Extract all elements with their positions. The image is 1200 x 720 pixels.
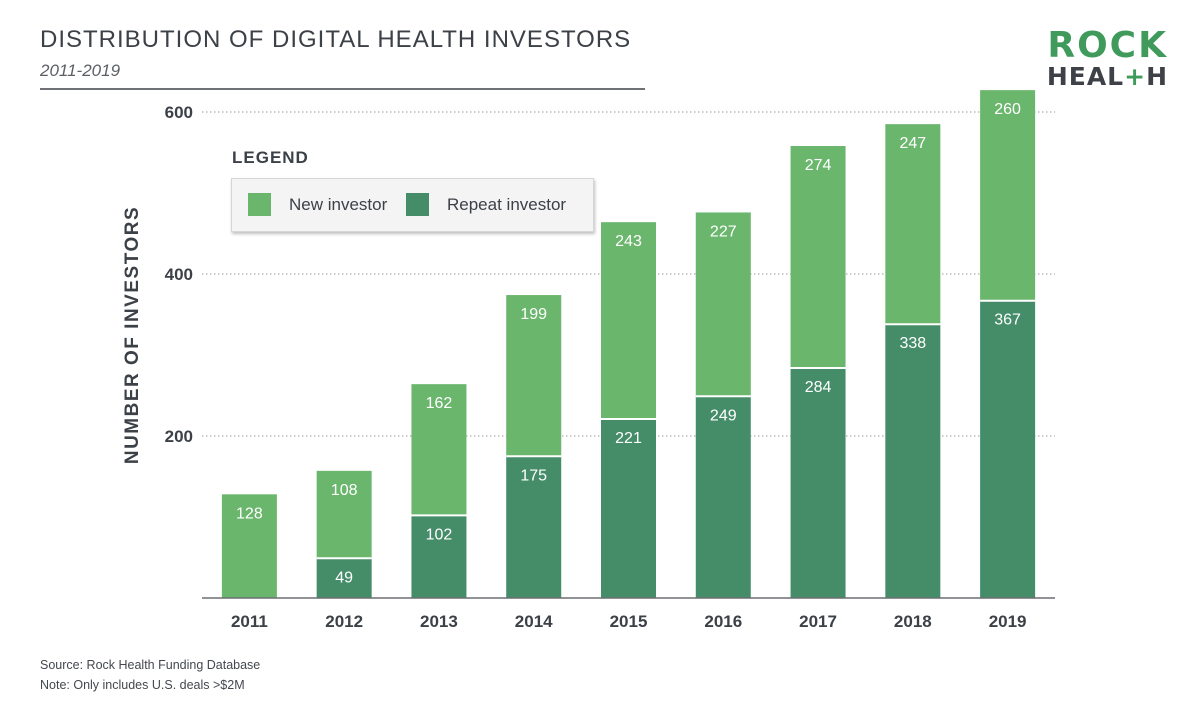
data-label-new-2013: 162	[426, 395, 453, 412]
bar-new-2013	[411, 384, 467, 516]
x-tick-label-2013: 2013	[420, 612, 458, 631]
bar-new-2016	[695, 212, 751, 397]
data-label-repeat-2012: 49	[335, 569, 353, 586]
logo-line-2: HEAL+H	[1047, 64, 1168, 89]
x-tick-label-2016: 2016	[704, 612, 742, 631]
bar-new-2017	[790, 146, 846, 368]
logo-line-2-end: H	[1146, 62, 1168, 91]
brand-logo: ROCK HEAL+H	[1047, 25, 1168, 90]
logo-plus-glyph: +	[1124, 62, 1147, 91]
data-label-new-2012: 108	[331, 482, 358, 499]
bar-new-2014	[506, 295, 562, 457]
legend: New investor Repeat investor	[231, 178, 594, 232]
legend-label-repeat-investor: Repeat investor	[447, 194, 567, 214]
logo-line-1: ROCK	[1047, 25, 1168, 66]
bar-new-2012	[316, 470, 372, 559]
data-label-repeat-2019: 367	[994, 312, 1021, 329]
x-tick-label-2018: 2018	[894, 612, 932, 631]
x-tick-label-2012: 2012	[325, 612, 363, 631]
bar-repeat-2015	[601, 418, 656, 598]
bar-new-2011	[221, 494, 277, 598]
data-label-repeat-2014: 175	[520, 467, 547, 484]
legend-item-new-investor: New investor	[248, 193, 387, 216]
bar-new-2018	[885, 124, 941, 325]
data-label-repeat-2016: 249	[710, 407, 737, 424]
data-label-new-2017: 274	[805, 157, 832, 174]
bar-new-2019	[980, 90, 1036, 301]
logo-line-2-start: HEAL	[1046, 62, 1125, 91]
legend-item-repeat-investor: Repeat investor	[406, 193, 566, 216]
data-label-new-2014: 199	[520, 306, 547, 323]
bar-repeat-2012	[316, 558, 372, 598]
x-tick-label-2011: 2011	[231, 612, 268, 631]
data-label-repeat-2013: 102	[426, 526, 453, 543]
bar-repeat-2018	[885, 324, 941, 598]
bar-repeat-2014	[506, 456, 562, 598]
chart-subtitle: 2011-2019	[40, 61, 121, 80]
data-label-new-2019: 260	[994, 101, 1021, 118]
bar-repeat-2019	[980, 300, 1036, 598]
y-tick-label-200: 200	[165, 427, 193, 446]
data-label-new-2011: 128	[236, 505, 263, 522]
data-label-repeat-2017: 284	[805, 379, 832, 396]
data-label-new-2015: 243	[615, 233, 642, 250]
x-tick-label-2017: 2017	[799, 612, 837, 631]
x-tick-label-2014: 2014	[515, 612, 553, 631]
bar-repeat-2017	[790, 367, 846, 598]
chart-title: DISTRIBUTION OF DIGITAL HEALTH INVESTORS	[40, 26, 632, 53]
data-label-repeat-2018: 338	[899, 335, 926, 352]
x-tick-label-2015: 2015	[610, 612, 648, 631]
title-divider	[40, 88, 645, 90]
data-label-new-2018: 247	[899, 135, 926, 152]
data-label-new-2016: 227	[710, 223, 737, 240]
x-tick-label-2019: 2019	[989, 612, 1027, 631]
legend-swatch-new-investor	[248, 193, 271, 216]
legend-title: LEGEND	[232, 148, 309, 167]
y-tick-label-400: 400	[165, 265, 193, 284]
bar-repeat-2016	[695, 396, 751, 598]
bar-new-2015	[601, 222, 656, 419]
y-tick-label-600: 600	[165, 103, 193, 122]
data-label-repeat-2015: 221	[615, 430, 642, 447]
legend-swatch-repeat-investor	[406, 193, 429, 216]
source-note: Source: Rock Health Funding Database	[40, 658, 261, 672]
legend-label-new-investor: New investor	[289, 194, 388, 214]
bar-repeat-2013	[411, 515, 467, 598]
deals-note: Note: Only includes U.S. deals >$2M	[40, 678, 245, 692]
